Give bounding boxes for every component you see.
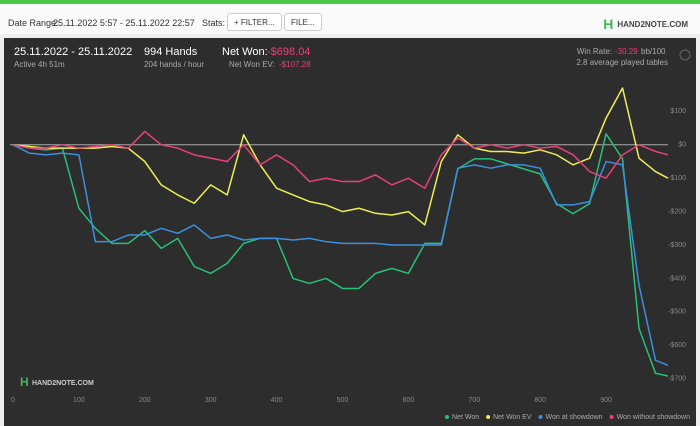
legend-swatch: [609, 415, 614, 419]
win-rate-unit: bb/100: [641, 47, 666, 56]
legend-swatch: [445, 415, 449, 419]
series-line: [12, 133, 669, 377]
series-line: [12, 130, 669, 189]
legend-swatch: [486, 415, 491, 419]
dates: 25.11.2022 - 25.11.2022: [14, 46, 132, 58]
chart: 25.11.2022 - 25.11.2022 Active 4h 51m 99…: [10, 46, 691, 421]
filter-button[interactable]: + FILTER...: [227, 13, 282, 31]
net-won-ev: -$107.28: [279, 60, 311, 69]
legend-label: Net Won EV: [493, 414, 532, 421]
toolbar: Date Range: 25.11.2022 5:57 - 25.11.2022…: [0, 0, 700, 34]
x-tick-label: 300: [205, 397, 217, 404]
net-won-ev-label: Net Won EV:: [229, 60, 275, 69]
x-tick-label: 700: [468, 397, 480, 404]
stats-label: Stats:: [202, 18, 226, 28]
y-tick-label: -$200: [668, 208, 686, 215]
y-tick-label: $0: [678, 142, 686, 149]
active: Active 4h 51m: [14, 60, 65, 69]
watermark: HAND2NOTE.COM: [32, 380, 94, 387]
file-button[interactable]: FILE...: [284, 13, 322, 31]
date-range-label: Date Range:: [8, 18, 59, 28]
logo: H HAND2NOTE.COM: [603, 16, 688, 32]
filter-text: FILTER...: [240, 18, 275, 27]
hands-per-hour: 204 hands / hour: [144, 60, 204, 69]
y-tick-label: $100: [670, 108, 686, 115]
y-tick-label: -$300: [668, 242, 686, 249]
graph-panel: 25.11.2022 - 25.11.2022 Active 4h 51m 99…: [4, 38, 696, 426]
logo-text: HAND2NOTE.COM: [617, 20, 688, 29]
win-rate-label: Win Rate:: [577, 47, 612, 56]
x-tick-label: 500: [337, 397, 349, 404]
x-tick-label: 400: [271, 397, 283, 404]
net-won-label: Net Won:: [222, 46, 268, 58]
y-tick-label: -$500: [668, 309, 686, 316]
settings-icon[interactable]: [679, 49, 691, 61]
net-won: -$698.04: [267, 46, 310, 58]
legend-label: Won without showdown: [617, 414, 691, 421]
y-tick-label: -$600: [668, 342, 686, 349]
legend-label: Net Won: [452, 414, 479, 421]
y-tick-label: -$100: [668, 175, 686, 182]
x-tick-label: 0: [11, 397, 15, 404]
x-tick-label: 100: [73, 397, 85, 404]
date-range[interactable]: 25.11.2022 5:57 - 25.11.2022 22:57: [53, 18, 195, 28]
legend-label: Won at showdown: [546, 414, 603, 421]
x-tick-label: 600: [403, 397, 415, 404]
x-tick-label: 800: [534, 397, 546, 404]
hands: 994 Hands: [144, 46, 198, 58]
x-tick-label: 200: [139, 397, 151, 404]
x-tick-label: 900: [600, 397, 612, 404]
plot: $100 $0 -$100 -$200 -$300 -$400 -$500 -$600 -$70…: [10, 87, 691, 421]
tables: 2.8 average played tables: [576, 58, 668, 67]
y-tick-label: -$700: [668, 375, 686, 382]
win-rate: -30.29: [615, 47, 638, 56]
y-tick-label: -$400: [668, 275, 686, 282]
series-line: [12, 144, 669, 366]
legend-swatch: [538, 415, 543, 419]
watermark-icon: H: [20, 375, 29, 389]
